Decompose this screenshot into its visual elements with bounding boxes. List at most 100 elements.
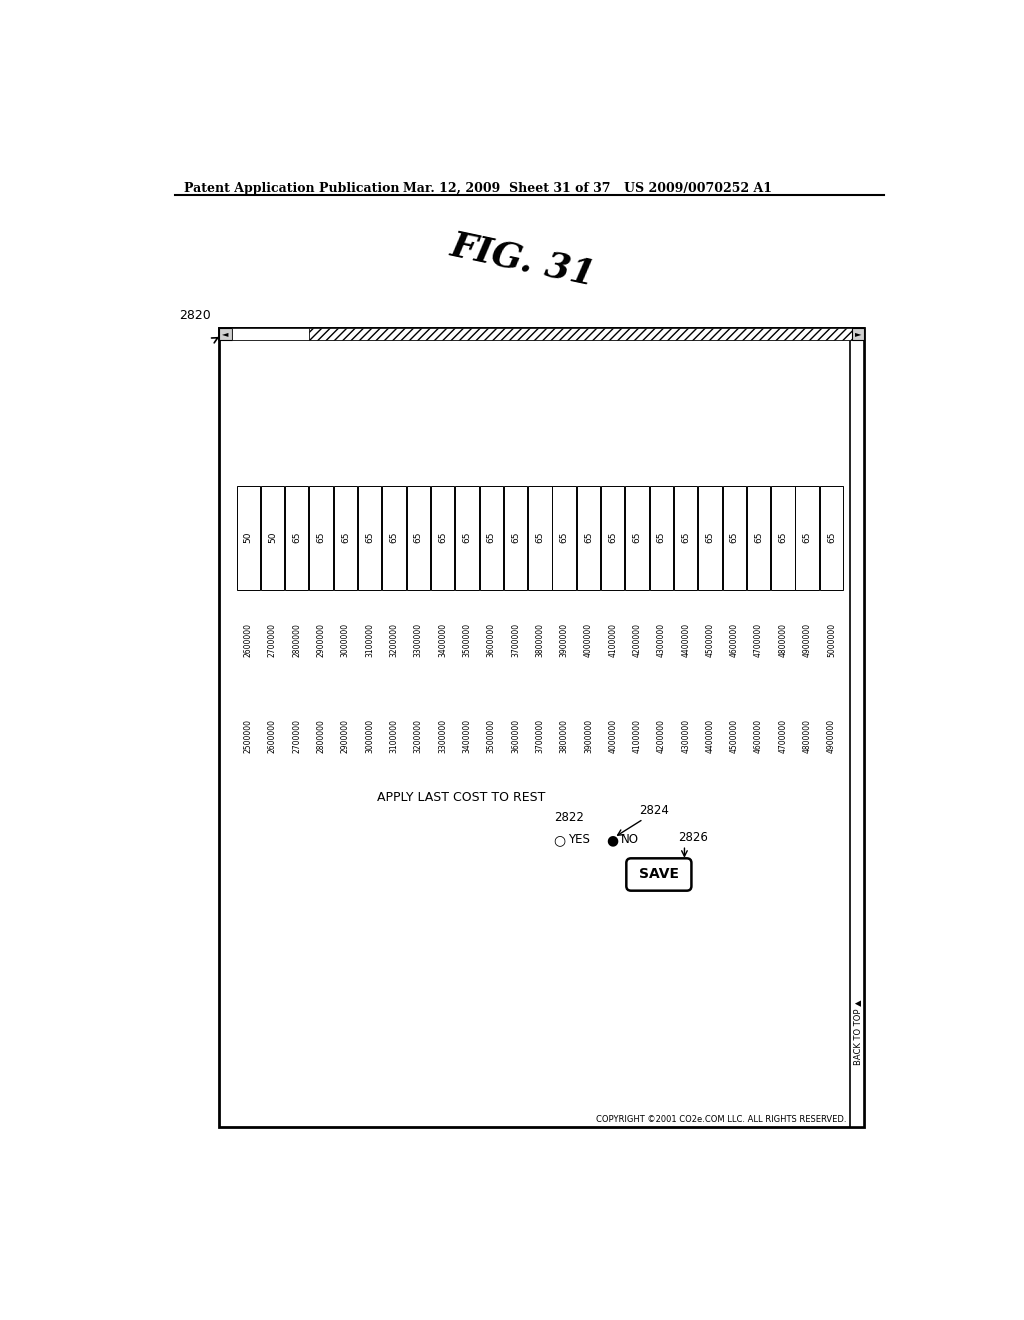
- Text: 2600000: 2600000: [244, 623, 253, 656]
- Text: 3100000: 3100000: [366, 623, 374, 656]
- Text: 3800000: 3800000: [536, 623, 545, 656]
- Text: 5000000: 5000000: [827, 623, 836, 657]
- Text: 3900000: 3900000: [584, 719, 593, 752]
- Bar: [219, 327, 864, 1127]
- Text: Patent Application Publication: Patent Application Publication: [183, 182, 399, 194]
- Text: 3000000: 3000000: [366, 719, 374, 752]
- Text: 4500000: 4500000: [730, 719, 738, 752]
- Text: 3700000: 3700000: [536, 719, 545, 752]
- Text: 4200000: 4200000: [656, 719, 666, 752]
- Bar: [528, 486, 552, 590]
- Text: 3600000: 3600000: [486, 623, 496, 657]
- Text: 4100000: 4100000: [633, 719, 642, 752]
- Text: 2700000: 2700000: [268, 623, 276, 656]
- Bar: [358, 486, 381, 590]
- Text: 2700000: 2700000: [292, 719, 301, 752]
- Text: SAVE: SAVE: [639, 867, 679, 882]
- Text: APPLY LAST COST TO REST: APPLY LAST COST TO REST: [377, 791, 546, 804]
- Bar: [553, 486, 575, 590]
- Bar: [698, 486, 722, 590]
- Bar: [852, 327, 864, 341]
- Bar: [231, 327, 309, 341]
- Text: 65: 65: [706, 532, 715, 544]
- Bar: [219, 327, 231, 341]
- Text: 65: 65: [608, 532, 617, 544]
- Text: 4900000: 4900000: [827, 719, 836, 752]
- Bar: [850, 341, 864, 1127]
- Text: 65: 65: [827, 532, 836, 544]
- Text: 4800000: 4800000: [778, 623, 787, 656]
- Text: 65: 65: [486, 532, 496, 544]
- Text: 65: 65: [316, 532, 326, 544]
- Text: 4300000: 4300000: [656, 623, 666, 657]
- Text: 4300000: 4300000: [681, 719, 690, 752]
- Text: 65: 65: [560, 532, 568, 544]
- Text: 3200000: 3200000: [389, 623, 398, 656]
- Bar: [601, 486, 625, 590]
- Text: 3000000: 3000000: [341, 623, 350, 657]
- Bar: [723, 486, 745, 590]
- Text: 65: 65: [438, 532, 447, 544]
- Text: 50: 50: [244, 532, 253, 544]
- Text: 3400000: 3400000: [438, 623, 447, 657]
- Bar: [219, 327, 864, 341]
- Text: BACK TO TOP ▲: BACK TO TOP ▲: [853, 999, 862, 1065]
- Text: 4700000: 4700000: [754, 623, 763, 657]
- Text: 65: 65: [463, 532, 471, 544]
- Bar: [649, 486, 673, 590]
- Text: 2800000: 2800000: [316, 719, 326, 752]
- Bar: [261, 486, 285, 590]
- Text: 65: 65: [633, 532, 642, 544]
- Text: ●: ●: [606, 833, 618, 847]
- Text: 2900000: 2900000: [341, 719, 350, 752]
- Text: 4600000: 4600000: [730, 623, 738, 657]
- Text: 65: 65: [730, 532, 738, 544]
- Text: 4100000: 4100000: [608, 623, 617, 656]
- Bar: [285, 486, 308, 590]
- Bar: [746, 486, 770, 590]
- Text: 65: 65: [803, 532, 812, 544]
- Text: 3100000: 3100000: [389, 719, 398, 752]
- Bar: [626, 486, 649, 590]
- Text: 2900000: 2900000: [316, 623, 326, 656]
- Text: 65: 65: [584, 532, 593, 544]
- Bar: [504, 486, 527, 590]
- Text: 3500000: 3500000: [463, 623, 471, 657]
- Text: 65: 65: [511, 532, 520, 544]
- Text: 65: 65: [292, 532, 301, 544]
- Text: 3500000: 3500000: [486, 719, 496, 752]
- Bar: [771, 486, 795, 590]
- Text: FIG. 31: FIG. 31: [447, 227, 599, 292]
- Text: 2822: 2822: [554, 812, 584, 825]
- Text: 3600000: 3600000: [511, 719, 520, 752]
- Bar: [820, 486, 843, 590]
- Text: 4600000: 4600000: [754, 719, 763, 752]
- Text: 2826: 2826: [678, 830, 709, 843]
- Text: 50: 50: [268, 532, 276, 544]
- Bar: [309, 486, 333, 590]
- Text: 65: 65: [389, 532, 398, 544]
- Bar: [237, 486, 260, 590]
- Text: ○: ○: [554, 833, 565, 847]
- Bar: [456, 486, 478, 590]
- Text: ►: ►: [855, 330, 861, 338]
- Bar: [407, 486, 430, 590]
- Bar: [796, 486, 819, 590]
- Text: 4700000: 4700000: [778, 719, 787, 752]
- Text: 4000000: 4000000: [584, 623, 593, 657]
- Text: 4200000: 4200000: [633, 623, 642, 656]
- Bar: [382, 486, 406, 590]
- Text: 4500000: 4500000: [706, 623, 715, 657]
- Bar: [577, 486, 600, 590]
- Text: 65: 65: [366, 532, 374, 544]
- Text: 2824: 2824: [640, 804, 670, 817]
- Text: US 2009/0070252 A1: US 2009/0070252 A1: [624, 182, 772, 194]
- Text: 3900000: 3900000: [560, 623, 568, 657]
- Bar: [479, 486, 503, 590]
- Text: 65: 65: [681, 532, 690, 544]
- Text: 65: 65: [778, 532, 787, 544]
- Bar: [334, 486, 357, 590]
- Bar: [674, 486, 697, 590]
- Text: 3800000: 3800000: [560, 719, 568, 752]
- Text: 65: 65: [414, 532, 423, 544]
